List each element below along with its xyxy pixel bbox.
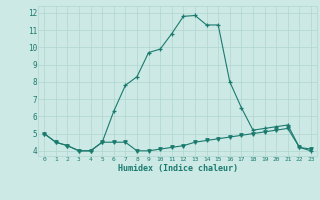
X-axis label: Humidex (Indice chaleur): Humidex (Indice chaleur) (118, 164, 238, 173)
